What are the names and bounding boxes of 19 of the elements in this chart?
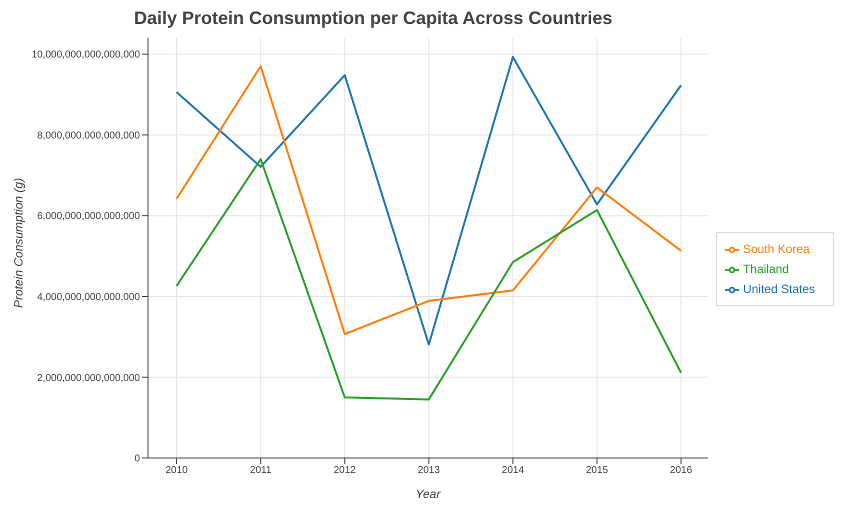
x-tick-label: 2014	[502, 465, 524, 476]
x-tick-label: 2015	[586, 465, 609, 476]
x-tick-label: 2011	[250, 465, 272, 476]
x-axis-title: Year	[416, 487, 442, 501]
legend-label: United States	[742, 282, 815, 296]
x-tick-label: 2013	[418, 465, 440, 476]
y-tick-label: 4,000,000,000,000,000	[37, 292, 140, 304]
chart-title: Daily Protein Consumption per Capita Across Countries	[133, 8, 614, 30]
y-tick-label: 6,000,000,000,000,000	[37, 211, 140, 222]
x-tick-label: 2012	[334, 465, 356, 476]
legend-label: South Korea	[742, 242, 810, 256]
y-axis-title: Protein Consumption (g)	[11, 178, 26, 308]
legend-label: Thailand	[742, 262, 789, 276]
y-tick-label: 2,000,000,000,000,000	[37, 372, 140, 384]
x-tick-label: 2016	[670, 465, 693, 476]
y-tick-label: 10,000,000,000,000,000	[32, 50, 140, 61]
x-tick-label: 2010	[165, 465, 188, 476]
y-tick-label: 8,000,000,000,000,000	[37, 130, 140, 142]
y-tick-label: 0	[134, 454, 140, 465]
